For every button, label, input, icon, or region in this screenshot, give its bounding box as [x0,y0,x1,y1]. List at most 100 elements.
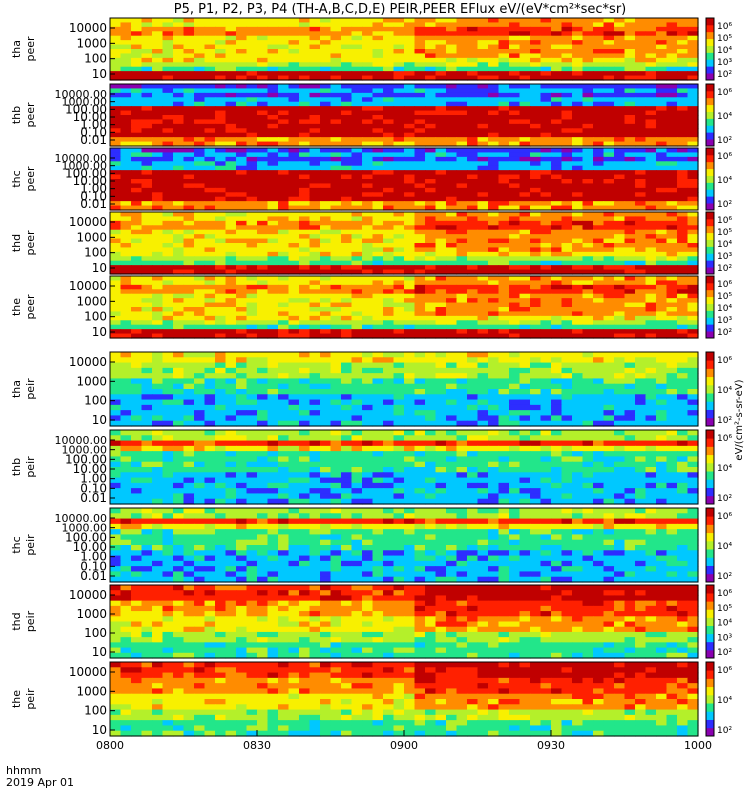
y-tick-label: 100 [84,52,107,66]
spectrogram-cell [435,123,447,129]
spectrogram-cell [215,57,227,63]
spectrogram-cell [288,311,300,317]
spectrogram-cell [278,251,290,257]
spectrogram-cell [624,329,636,335]
spectrogram-cell [393,404,405,411]
spectrogram-cell [645,187,657,193]
spectrogram-cell [519,260,531,266]
spectrogram-cell [330,196,342,202]
spectrogram-cell [530,256,542,262]
spectrogram-cell [372,378,384,385]
spectrogram-cell [393,62,405,68]
spectrogram-cell [362,225,374,231]
spectrogram-cell [110,430,122,436]
spectrogram-cell [383,378,395,385]
spectrogram-cell [225,394,237,401]
spectrogram-cell [425,22,437,28]
spectrogram-cell [110,265,122,271]
spectrogram-cell [656,415,668,422]
spectrogram-cell [404,35,416,41]
spectrogram-cell [299,367,311,374]
spectrogram-cell [236,234,248,240]
spectrogram-cell [131,156,143,162]
spectrogram-cell [393,234,405,240]
spectrogram-cell [320,302,332,308]
spectrogram-cell [572,373,584,380]
spectrogram-cell [393,44,405,50]
spectrogram-cell [540,201,552,207]
spectrogram-cell [456,161,468,167]
spectrogram-cell [278,229,290,235]
spectrogram-cell [456,212,468,218]
spectrogram-cell [320,415,332,422]
spectrogram-cell [257,75,269,81]
spectrogram-cell [687,26,699,32]
spectrogram-cell [110,22,122,28]
spectrogram-cell [593,352,605,358]
colorbar-segment [706,97,714,106]
spectrogram-cell [120,49,132,55]
spectrogram-cell [645,66,657,72]
spectrogram-cell [173,260,185,266]
spectrogram-cell [477,280,489,286]
spectrogram-cell [341,265,353,271]
spectrogram-cell [288,132,300,138]
spectrogram-cell [351,88,363,94]
spectrogram-cell [530,57,542,63]
spectrogram-cell [656,26,668,32]
spectrogram-cell [467,329,479,335]
spectrogram-cell [593,420,605,427]
spectrogram-cell [236,119,248,125]
spectrogram-cell [519,119,531,125]
spectrogram-cell [456,137,468,143]
spectrogram-cell [572,276,584,282]
spectrogram-cell [666,165,678,171]
spectrogram-cell [152,161,164,167]
spectrogram-cell [509,234,521,240]
spectrogram-cell [614,84,626,90]
spectrogram-cell [540,196,552,202]
spectrogram-cell [645,165,657,171]
spectrogram-cell [509,137,521,143]
spectrogram-cell [540,132,552,138]
spectrogram-cell [110,165,122,171]
spectrogram-cell [624,404,636,411]
spectrogram-cell [120,269,132,275]
spectrogram-cell [666,84,678,90]
spectrogram-cell [498,161,510,167]
spectrogram-cell [404,115,416,121]
spectrogram-cell [309,289,321,295]
spectrogram-cell [288,201,300,207]
spectrogram-cell [393,229,405,235]
spectrogram-cell [257,435,269,442]
colorbar-segment [706,368,714,378]
spectrogram-cell [173,174,185,180]
spectrogram-cell [488,66,500,72]
colorbar-segment [706,360,714,369]
spectrogram-cell [110,269,122,275]
spectrogram-cell [540,404,552,411]
spectrogram-cell [572,137,584,143]
spectrogram-cell [446,106,458,112]
spectrogram-cell [383,128,395,134]
spectrogram-cell [467,49,479,55]
spectrogram-cell [215,110,227,116]
spectrogram-cell [141,378,153,385]
spectrogram-cell [194,394,206,401]
spectrogram-cell [288,137,300,143]
spectrogram-cell [561,66,573,72]
spectrogram-cell [257,307,269,313]
spectrogram-cell [561,302,573,308]
spectrogram-cell [456,84,468,90]
spectrogram-cell [110,44,122,50]
spectrogram-cell [351,106,363,112]
spectrogram-cell [267,315,279,321]
spectrogram-cell [341,205,353,211]
spectrogram-cell [435,389,447,395]
spectrogram-cell [362,243,374,249]
spectrogram-cell [120,128,132,134]
spectrogram-cell [162,49,174,55]
spectrogram-cell [561,367,573,374]
spectrogram-cell [404,404,416,411]
spectrogram-cell [393,152,405,158]
